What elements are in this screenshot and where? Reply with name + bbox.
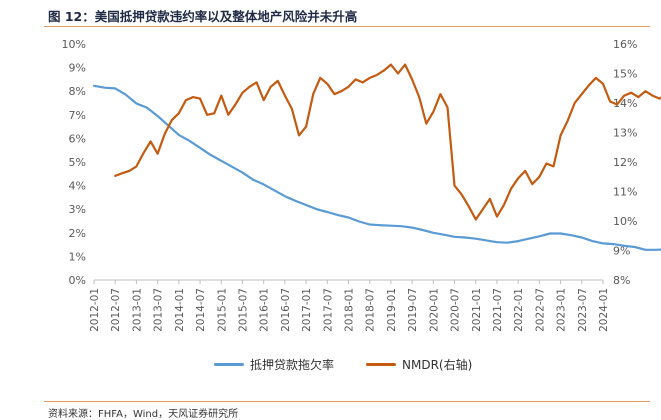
x-tick-label: 2021-07 [492, 288, 504, 332]
right-tick-label: 11% [613, 186, 637, 199]
x-tick-label: 2019-01 [386, 288, 398, 332]
legend-label-nmdr: NMDR(右轴) [402, 357, 473, 372]
legend-swatch-nmdr [366, 362, 396, 366]
left-tick-label: 7% [69, 109, 86, 122]
left-tick-label: 1% [69, 250, 86, 263]
source-divider [44, 401, 650, 402]
right-tick-label: 16% [613, 38, 637, 51]
x-tick-label: 2020-01 [428, 288, 440, 332]
x-tick-label: 2022-01 [513, 288, 525, 332]
x-tick-label: 2013-01 [131, 288, 143, 332]
x-tick-label: 2015-01 [216, 288, 228, 332]
x-tick-label: 2014-01 [174, 288, 186, 332]
figure-title: 图 12：美国抵押贷款违约率以及整体地产风险并未升高 [48, 9, 358, 24]
x-tick-label: 2014-07 [195, 288, 207, 332]
x-tick-label: 2017-01 [301, 288, 313, 332]
x-tick-label: 2012-07 [110, 288, 122, 332]
title-divider [44, 26, 650, 27]
right-tick-label: 10% [613, 215, 637, 228]
source-note: 资料来源：FHFA，Wind，天风证券研究所 [48, 409, 239, 420]
right-tick-label: 15% [613, 68, 637, 81]
x-axis-ticks: 2012-01 2012-07 2013-01 2013-07 2014-01 2014-… [89, 280, 610, 332]
left-axis-ticks: 0% 1% 2% 3% 4% 5% 6% 7% 8% 9% 10% [62, 38, 86, 287]
left-tick-label: 9% [69, 62, 86, 75]
x-tick-label: 2023-01 [556, 288, 568, 332]
legend-label-delinquency: 抵押贷款拖欠率 [250, 357, 335, 372]
right-tick-label: 12% [613, 156, 637, 169]
left-tick-label: 4% [69, 180, 86, 193]
x-tick-label: 2019-07 [407, 288, 419, 332]
right-tick-label: 13% [613, 127, 637, 140]
legend-swatch-delinquency [214, 362, 244, 366]
left-tick-label: 6% [69, 132, 86, 145]
series-line-nmdr [114, 63, 661, 221]
x-tick-label: 2015-07 [237, 288, 249, 332]
left-tick-label: 10% [62, 38, 86, 51]
x-tick-label: 2013-07 [153, 288, 165, 332]
series-line-delinquency [92, 84, 661, 251]
x-tick-label: 2016-07 [280, 288, 292, 332]
right-tick-label: 8% [613, 274, 630, 287]
legend-item-delinquency: 抵押贷款拖欠率 [214, 356, 334, 372]
x-tick-label: 2021-01 [471, 288, 483, 332]
left-tick-label: 2% [69, 227, 86, 240]
right-axis-ticks: 8%9%10%11%12%13%14%15%16% [613, 38, 637, 287]
x-tick-label: 2012-01 [89, 288, 101, 332]
left-tick-label: 0% [69, 274, 86, 287]
right-tick-label: 9% [613, 245, 630, 258]
x-tick-label: 2022-07 [534, 288, 546, 332]
x-tick-label: 2018-01 [344, 288, 356, 332]
x-tick-label: 2024-01 [598, 288, 610, 332]
x-tick-label: 2018-07 [365, 288, 377, 332]
x-tick-label: 2023-07 [577, 288, 589, 332]
left-tick-label: 5% [69, 156, 86, 169]
left-tick-label: 3% [69, 203, 86, 216]
left-tick-label: 8% [69, 85, 86, 98]
x-tick-label: 2017-07 [322, 288, 334, 332]
x-tick-label: 2020-07 [450, 288, 462, 332]
series-layer [92, 63, 661, 251]
legend-item-nmdr: NMDR(右轴) [366, 356, 472, 372]
x-tick-label: 2016-01 [259, 288, 271, 332]
